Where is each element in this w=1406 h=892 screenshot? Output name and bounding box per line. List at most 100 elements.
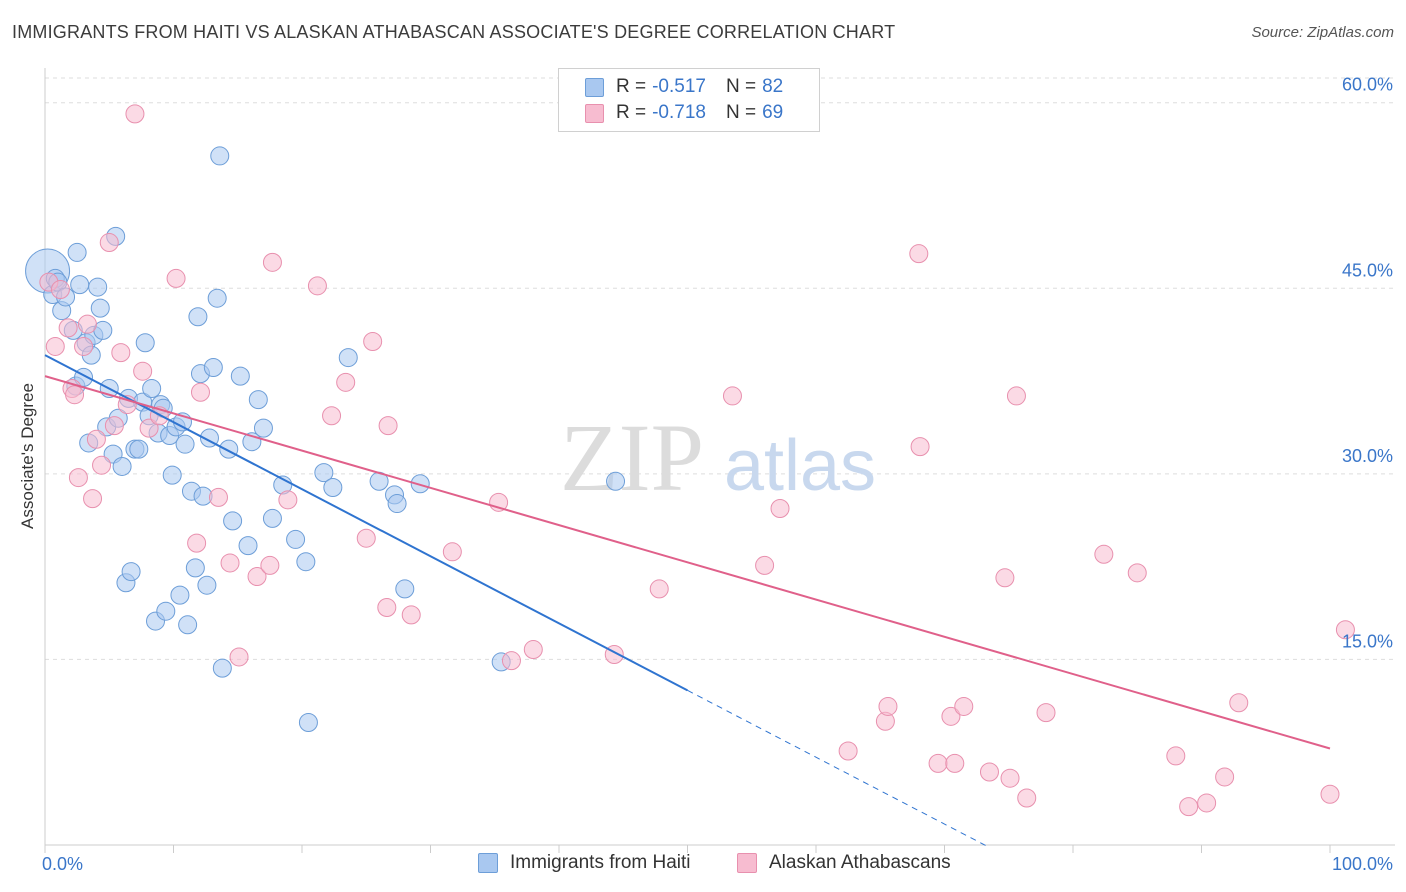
athabascan-point: [1166, 746, 1186, 766]
athabascan-point: [363, 332, 383, 352]
haiti-point: [156, 601, 176, 621]
x-tick-label: 0.0%: [42, 854, 83, 874]
watermark-atlas: atlas: [724, 426, 876, 506]
athabascan-point: [377, 597, 397, 617]
source-label: Source: ZipAtlas.com: [1251, 24, 1394, 41]
haiti-point: [210, 146, 230, 166]
haiti-point: [188, 307, 208, 327]
athabascan-point: [995, 568, 1015, 588]
y-tick-label: 45.0%: [1342, 260, 1393, 280]
athabascan-point: [139, 418, 159, 438]
athabascan-point: [755, 555, 775, 575]
athabascan-point: [45, 336, 65, 356]
haiti-point: [175, 434, 195, 454]
athabascan-point: [1036, 703, 1056, 723]
athabascan-point: [838, 741, 858, 761]
athabascan-point: [58, 318, 78, 338]
legend-row-haiti: R = -0.517 N = 82: [585, 75, 783, 99]
athabascan-point: [1320, 784, 1340, 804]
haiti-point: [67, 242, 87, 262]
haiti-point: [212, 658, 232, 678]
haiti-point: [606, 471, 626, 491]
haiti-point: [230, 366, 250, 386]
y-tick-label: 15.0%: [1342, 631, 1393, 651]
athabascan-point: [50, 280, 70, 300]
series-label-haiti: Immigrants from Haiti: [510, 852, 691, 873]
haiti-point: [197, 575, 217, 595]
athabascan-point: [1127, 563, 1147, 583]
haiti-point: [88, 277, 108, 297]
athabascan-point: [941, 706, 961, 726]
athabascan-point: [133, 361, 153, 381]
axes: [44, 68, 1395, 853]
athabascan-point: [501, 651, 521, 671]
athabascan-point: [83, 489, 103, 509]
haiti-point: [178, 615, 198, 635]
legend-swatch-athabascan: [585, 103, 604, 123]
legend-n-value: 82: [762, 76, 784, 97]
athabascan-point: [401, 605, 421, 625]
athabascan-point: [442, 542, 462, 562]
haiti-point: [135, 333, 155, 353]
athabascan-trend-line: [44, 375, 1331, 750]
x-tick-label: 100.0%: [1332, 854, 1393, 874]
athabascan-point: [1000, 768, 1020, 788]
athabascan-point: [878, 696, 898, 716]
series-legend-haiti: Immigrants from Haiti: [478, 852, 691, 874]
athabascan-point: [65, 385, 85, 405]
athabascan-point: [928, 753, 948, 773]
haiti-point: [112, 456, 132, 476]
athabascan-point: [336, 372, 356, 392]
athabascan-point: [86, 429, 106, 449]
haiti-point: [207, 288, 227, 308]
haiti-point: [90, 298, 110, 318]
athabascan-point: [68, 468, 88, 488]
athabascan-point: [378, 416, 398, 436]
legend-r-label: R =: [616, 102, 647, 123]
athabascan-point: [1229, 693, 1249, 713]
haiti-point: [142, 379, 162, 399]
athabascan-point: [1335, 620, 1355, 640]
athabascan-point: [190, 382, 210, 402]
haiti-point: [286, 529, 306, 549]
haiti-point: [162, 465, 182, 485]
athabascan-point: [1197, 793, 1217, 813]
legend-n-label: N =: [725, 102, 757, 123]
athabascan-point: [278, 490, 298, 510]
athabascan-point: [77, 314, 97, 334]
legend-n-value: 69: [762, 102, 784, 123]
haiti-point: [219, 439, 239, 459]
legend-r-value: -0.718: [652, 102, 706, 123]
haiti-point: [323, 477, 343, 497]
athabascan-point: [1017, 788, 1037, 808]
athabascan-point: [220, 553, 240, 573]
haiti-point: [296, 552, 316, 572]
athabascan-point: [104, 416, 124, 436]
athabascan-point: [523, 640, 543, 660]
haiti-point: [395, 579, 415, 599]
haiti-point: [253, 418, 273, 438]
athabascan-point: [1215, 767, 1235, 787]
athabascan-point: [74, 336, 94, 356]
haiti-point: [410, 474, 430, 494]
athabascan-point: [722, 386, 742, 406]
haiti-point: [223, 511, 243, 531]
trend-lines: [44, 354, 1331, 848]
tick-labels: 15.0% 30.0% 45.0% 60.0% 0.0% 100.0%: [42, 75, 1393, 874]
athabascan-point: [770, 499, 790, 519]
series-label-athabascan: Alaskan Athabascans: [769, 852, 951, 873]
y-tick-label: 60.0%: [1342, 75, 1393, 95]
legend-r-value: -0.517: [652, 76, 706, 97]
haiti-point: [248, 390, 268, 410]
haiti-point: [129, 439, 149, 459]
athabascan-point: [649, 579, 669, 599]
legend-row-athabascan: R = -0.718 N = 69: [585, 101, 783, 125]
data-points: [25, 104, 1355, 817]
athabascan-point: [1179, 797, 1199, 817]
athabascan-point: [979, 762, 999, 782]
athabascan-point: [909, 244, 929, 264]
athabascan-point: [322, 406, 342, 426]
athabascan-point: [208, 487, 228, 507]
athabascan-point: [260, 555, 280, 575]
